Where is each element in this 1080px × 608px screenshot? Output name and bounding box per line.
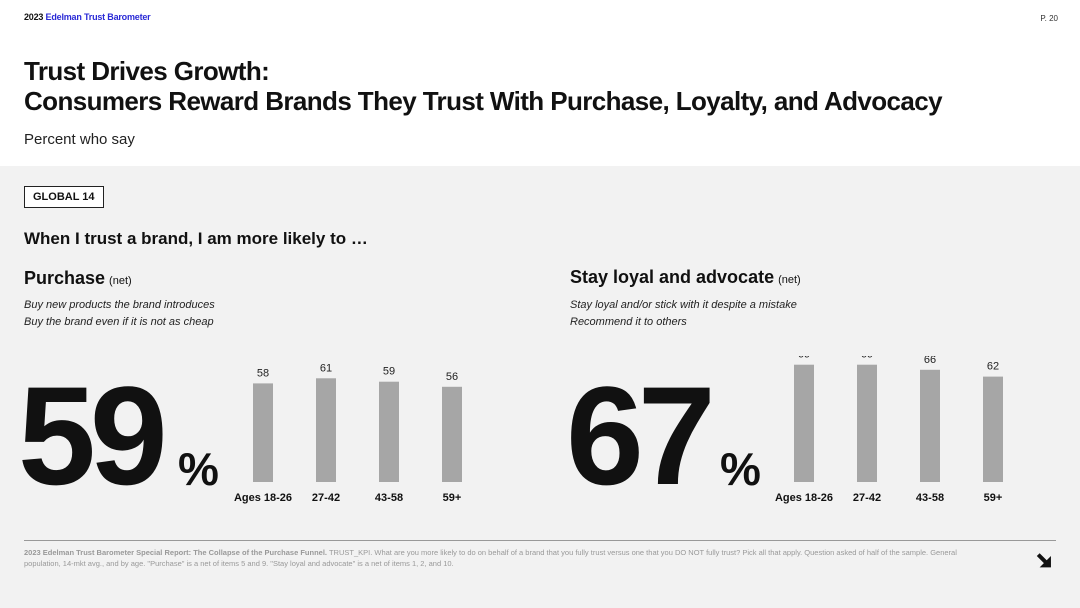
question-text: When I trust a brand, I am more likely t… xyxy=(24,229,368,248)
purchase-title-text: Purchase xyxy=(24,268,106,288)
loyal-age-bar-chart: 69 Ages 18-26 69 27-42 66 43-58 62 59+ xyxy=(775,356,1003,504)
loyal-bar-3 xyxy=(983,376,1003,482)
footer-divider xyxy=(24,540,1056,541)
report-brand: Edelman Trust Barometer xyxy=(45,12,151,22)
page-number: P. 20 xyxy=(1040,14,1058,23)
loyal-value-label-3: 62 xyxy=(987,361,999,373)
loyal-value-label-0: 69 xyxy=(798,356,810,361)
purchase-value-label-0: 58 xyxy=(257,367,269,379)
title-line-1: Trust Drives Growth: xyxy=(24,56,270,86)
global-badge: GLOBAL 14 xyxy=(24,186,104,208)
loyal-percent-sign: % xyxy=(720,443,761,495)
footnote: 2023 Edelman Trust Barometer Special Rep… xyxy=(24,547,964,569)
footnote-source: 2023 Edelman Trust Barometer Special Rep… xyxy=(24,548,327,557)
loyal-bar-1 xyxy=(857,364,877,482)
purchase-category-label-0: Ages 18-26 xyxy=(234,492,292,504)
page-title: Trust Drives Growth: Consumers Reward Br… xyxy=(24,56,943,116)
loyal-value-label-1: 69 xyxy=(861,356,873,361)
loyal-bar-0 xyxy=(794,364,814,482)
footnote-text: TRUST_KPI. What are you more likely to d… xyxy=(24,548,957,568)
page-subtitle: Percent who say xyxy=(24,131,135,148)
purchase-bar-3 xyxy=(442,386,462,482)
purchase-value-label-3: 56 xyxy=(446,371,458,383)
loyal-category-label-2: 43-58 xyxy=(916,492,944,504)
loyal-bar-2 xyxy=(920,369,940,482)
report-year: 2023 xyxy=(24,12,44,22)
purchase-desc-1: Buy new products the brand introduces xyxy=(24,299,215,311)
purchase-value-label-2: 59 xyxy=(383,366,395,378)
purchase-bar-2 xyxy=(379,381,399,482)
purchase-bar-1 xyxy=(316,378,336,482)
loyal-desc-2: Recommend it to others xyxy=(570,316,687,328)
purchase-bar-0 xyxy=(253,383,273,482)
purchase-description: Buy new products the brand introduces Bu… xyxy=(24,297,215,331)
purchase-category-label-2: 43-58 xyxy=(375,492,403,504)
loyal-value-label-2: 66 xyxy=(924,356,936,366)
content-panel: GLOBAL 14 When I trust a brand, I am mor… xyxy=(0,166,1080,608)
loyal-category-label-3: 59+ xyxy=(984,492,1003,504)
purchase-title: Purchase (net) xyxy=(24,268,132,289)
purchase-value-label-1: 61 xyxy=(320,362,332,374)
loyal-category-label-1: 27-42 xyxy=(853,492,881,504)
loyal-title: Stay loyal and advocate (net) xyxy=(570,267,801,288)
purchase-percent-sign: % xyxy=(178,443,219,495)
title-line-2: Consumers Reward Brands They Trust With … xyxy=(24,86,943,116)
loyal-description: Stay loyal and/or stick with it despite … xyxy=(570,297,797,331)
loyal-big-value: 67 xyxy=(566,357,716,514)
loyal-desc-1: Stay loyal and/or stick with it despite … xyxy=(570,299,797,311)
loyal-net-label: (net) xyxy=(778,274,801,286)
purchase-category-label-3: 59+ xyxy=(443,492,462,504)
loyal-title-text: Stay loyal and advocate xyxy=(570,267,775,287)
loyal-category-label-0: Ages 18-26 xyxy=(775,492,833,504)
report-header: 2023 Edelman Trust Barometer xyxy=(24,12,151,22)
purchase-big-value: 59 xyxy=(18,357,168,514)
purchase-age-bar-chart: 58 Ages 18-26 61 27-42 59 43-58 56 59+ xyxy=(234,362,462,504)
purchase-category-label-1: 27-42 xyxy=(312,492,340,504)
purchase-net-label: (net) xyxy=(109,275,132,287)
purchase-desc-2: Buy the brand even if it is not as cheap xyxy=(24,316,214,328)
next-arrow-icon[interactable] xyxy=(1036,551,1056,571)
